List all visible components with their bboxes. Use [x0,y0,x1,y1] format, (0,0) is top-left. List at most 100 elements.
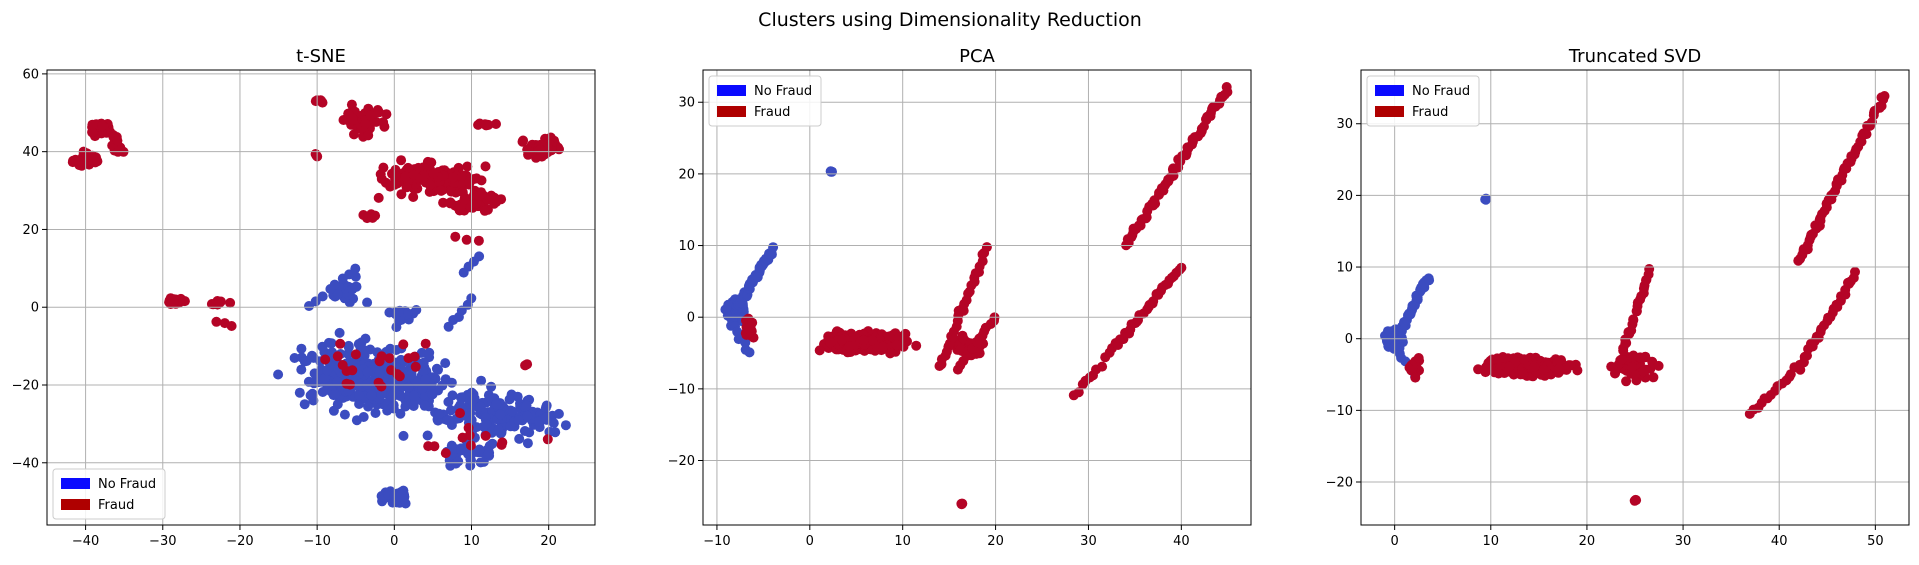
data-point [1413,353,1424,363]
data-point [362,367,373,377]
data-point [406,369,417,380]
data-point [507,406,518,417]
data-point [523,149,534,160]
data-point [1648,372,1659,383]
legend-swatch-no-fraud [717,85,746,96]
data-point [522,359,533,370]
data-point [296,364,307,375]
data-point [219,318,230,329]
data-point [311,150,322,161]
data-point [455,400,466,410]
data-point [519,426,530,436]
plot-frame [1360,69,1910,526]
data-point [1621,376,1632,387]
data-point [481,419,492,429]
legend: No Fraud Fraud [708,75,822,127]
data-point [491,399,502,410]
x-tick-label: 40 [1173,534,1190,549]
data-point [476,375,487,386]
data-point [373,192,384,203]
x-tick-label: 10 [463,534,480,549]
data-point [339,409,350,420]
data-point [462,161,473,172]
data-point [446,186,457,197]
legend-label-fraud: Fraud [98,498,134,513]
data-point [398,339,409,350]
data-point [475,401,486,412]
data-point [326,338,337,349]
data-point [1635,352,1646,363]
data-point [473,235,484,246]
data-point [443,396,454,407]
data-point [1518,369,1529,380]
data-point [844,341,855,352]
data-point [437,380,448,391]
data-point [225,297,236,308]
data-point [350,263,361,274]
data-point [457,432,468,443]
legend-swatch-no-fraud [61,478,90,489]
grid [47,70,595,525]
data-point [445,198,456,209]
data-point [455,392,466,403]
data-point [362,297,373,308]
data-point [391,345,402,355]
y-tick-label: −20 [1326,476,1353,491]
data-point [491,119,501,129]
x-tick-label: 30 [1080,534,1097,549]
x-tick-label: 20 [540,534,557,549]
legend-label-no-fraud: No Fraud [1412,84,1470,99]
y-tick-label: 20 [1336,189,1353,204]
data-point [387,391,398,402]
data-point [1424,275,1435,286]
data-point [424,347,435,358]
data-point [403,162,414,173]
data-point [419,400,430,411]
data-point [360,118,371,129]
data-point [319,373,330,384]
data-point [408,192,419,202]
panel-title: PCA [959,46,995,67]
data-point [1410,372,1421,383]
data-point [814,345,825,356]
data-point [310,296,321,307]
y-tick-label: −10 [668,382,695,397]
x-tick-label: 0 [1391,534,1399,549]
data-point [374,356,385,367]
data-point [384,353,395,364]
x-tick-label: 0 [390,534,398,549]
data-point [409,351,420,362]
data-point [392,369,403,380]
data-point [401,182,412,193]
data-point [480,430,491,441]
data-point [337,360,348,370]
data-point [408,170,419,180]
y-tick-label: −10 [1326,404,1353,419]
data-point [461,234,472,245]
data-point [376,389,387,400]
grid [703,70,1251,525]
plot-frame [46,69,596,526]
data-point [825,337,836,348]
data-point [1850,266,1860,277]
data-point [366,390,377,401]
legend-swatch-fraud [717,106,746,117]
data-point [332,399,343,410]
data-point [296,343,307,354]
data-point [504,394,515,405]
data-point [479,205,490,216]
data-point [434,408,444,419]
data-point [1538,364,1549,375]
data-point [955,344,966,355]
data-point [450,231,461,242]
data-point [956,498,967,509]
data-point [363,401,374,412]
y-tick-label: 10 [678,239,695,254]
legend-label-no-fraud: No Fraud [754,84,812,99]
data-point [521,400,532,411]
legend-swatch-fraud [1375,106,1404,117]
data-point [299,399,310,410]
data-point [361,379,372,390]
legend-label-no-fraud: No Fraud [98,477,156,492]
